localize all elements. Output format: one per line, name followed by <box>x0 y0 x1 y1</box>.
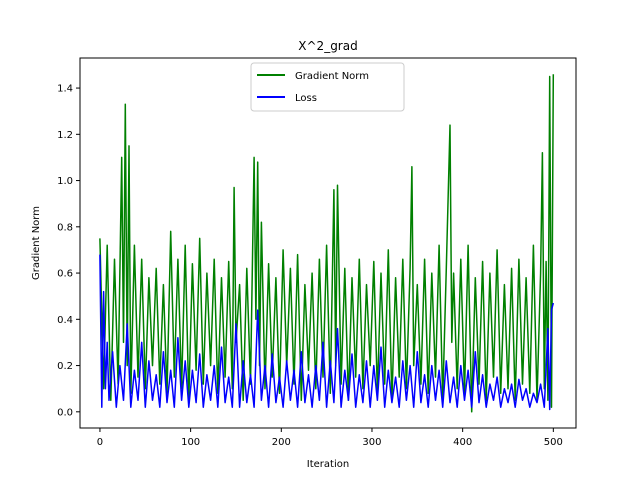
axes-frame <box>79 57 577 429</box>
y-tick-label: 1.2 <box>57 130 73 141</box>
y-tick-label: 0.4 <box>57 315 73 326</box>
series-line-gradient-norm <box>99 74 555 413</box>
y-tick-label: 1.0 <box>57 176 73 187</box>
series-line-loss <box>99 254 555 411</box>
legend-label-loss: Loss <box>295 93 317 104</box>
x-tick-label: 100 <box>181 437 200 448</box>
x-axis-label: Iteration <box>307 459 349 470</box>
x-axis: 0 100 200 300 400 500 <box>97 428 563 448</box>
y-axis-label: Gradient Norm <box>31 206 42 280</box>
legend: Gradient Norm Loss <box>250 62 405 112</box>
chart-title: X^2_grad <box>298 39 357 53</box>
y-axis: 0.0 0.2 0.4 0.6 0.8 1.0 1.2 1.4 <box>57 84 80 418</box>
x-tick-label: 200 <box>272 437 291 448</box>
y-tick-label: 0.0 <box>57 407 73 418</box>
x-tick-label: 0 <box>97 437 103 448</box>
x-tick-label: 400 <box>453 437 472 448</box>
y-tick-label: 0.8 <box>57 222 73 233</box>
y-tick-label: 1.4 <box>57 84 73 95</box>
y-tick-label: 0.6 <box>57 269 73 280</box>
plot-lines <box>99 74 555 413</box>
x-tick-label: 500 <box>544 437 563 448</box>
y-tick-label: 0.2 <box>57 361 73 372</box>
legend-box <box>250 62 405 112</box>
legend-label-gradient-norm: Gradient Norm <box>295 71 369 82</box>
x-tick-label: 300 <box>362 437 381 448</box>
